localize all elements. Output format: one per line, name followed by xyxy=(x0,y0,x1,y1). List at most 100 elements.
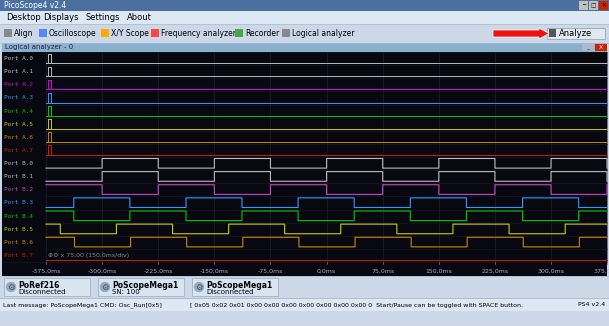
Bar xyxy=(2,183,45,196)
Text: _: _ xyxy=(586,45,590,50)
Text: Port B.2: Port B.2 xyxy=(4,187,33,192)
Bar xyxy=(151,29,159,37)
Text: PoRef216: PoRef216 xyxy=(18,280,59,289)
Text: 75,0ms: 75,0ms xyxy=(371,269,394,274)
Text: PoScopeMega1: PoScopeMega1 xyxy=(112,280,178,289)
Text: ⚙: ⚙ xyxy=(195,283,203,291)
Text: Settings: Settings xyxy=(85,13,119,22)
Text: Port B.0: Port B.0 xyxy=(4,161,33,166)
Text: [ 0x05 0x02 0x01 0x00 0x00 0x00 0x00 0x00 0x00 0x00 0  Start/Pause can be toggle: [ 0x05 0x02 0x01 0x00 0x00 0x00 0x00 0x0… xyxy=(190,303,523,307)
Text: -150,0ms: -150,0ms xyxy=(200,269,229,274)
Bar xyxy=(2,262,607,276)
Text: SN: 100: SN: 100 xyxy=(112,289,139,295)
Bar xyxy=(549,29,556,37)
Text: Frequency analyzer: Frequency analyzer xyxy=(161,29,236,38)
Bar xyxy=(2,43,607,52)
Bar xyxy=(0,24,609,43)
Bar xyxy=(235,29,243,37)
Bar xyxy=(2,131,45,144)
Bar xyxy=(2,52,45,65)
Bar xyxy=(2,210,45,223)
Text: Port A.0: Port A.0 xyxy=(4,56,33,61)
Bar xyxy=(4,278,90,296)
Text: 375,0ms: 375,0ms xyxy=(593,269,609,274)
Text: Displays: Displays xyxy=(43,13,79,22)
Text: Port A.3: Port A.3 xyxy=(4,96,33,100)
Text: Disconnected: Disconnected xyxy=(18,289,66,295)
Text: ⚙: ⚙ xyxy=(101,283,109,291)
Text: Port A.1: Port A.1 xyxy=(4,69,33,74)
Bar xyxy=(2,52,607,262)
Bar xyxy=(2,144,45,157)
Text: Port A.2: Port A.2 xyxy=(4,82,33,87)
Text: Port A.7: Port A.7 xyxy=(4,148,33,153)
Bar xyxy=(2,91,45,105)
Bar xyxy=(2,223,45,236)
Text: Align: Align xyxy=(14,29,33,38)
Text: 225,0ms: 225,0ms xyxy=(481,269,509,274)
Text: Port A.4: Port A.4 xyxy=(4,109,33,113)
Text: PoScopeMega1: PoScopeMega1 xyxy=(206,280,272,289)
Text: Port B.4: Port B.4 xyxy=(4,214,33,218)
Text: PicoScope4 v2.4: PicoScope4 v2.4 xyxy=(4,2,66,10)
Text: About: About xyxy=(127,13,152,22)
Text: Port B.5: Port B.5 xyxy=(4,227,33,232)
Text: Last message: PoScopeMega1 CMD: Osc_Run[0x5]: Last message: PoScopeMega1 CMD: Osc_Run[… xyxy=(3,302,162,308)
Text: Port B.7: Port B.7 xyxy=(4,253,33,258)
Text: PS4 v2.4: PS4 v2.4 xyxy=(578,303,605,307)
Text: 150,0ms: 150,0ms xyxy=(425,269,452,274)
Bar xyxy=(98,278,184,296)
Text: X: X xyxy=(599,45,603,50)
Text: 300,0ms: 300,0ms xyxy=(537,269,565,274)
Text: -225,0ms: -225,0ms xyxy=(144,269,173,274)
Bar xyxy=(595,44,607,51)
Text: Oscilloscope: Oscilloscope xyxy=(49,29,97,38)
Bar xyxy=(0,0,609,11)
Bar xyxy=(192,278,278,296)
Text: 0,0ms: 0,0ms xyxy=(317,269,336,274)
Bar xyxy=(2,170,45,183)
Text: □: □ xyxy=(591,3,596,8)
Bar xyxy=(2,118,45,131)
Text: Analyze: Analyze xyxy=(559,29,592,38)
Text: Desktop: Desktop xyxy=(6,13,41,22)
Text: Recorder: Recorder xyxy=(245,29,280,38)
Bar xyxy=(2,157,45,170)
Bar xyxy=(39,29,47,37)
Text: Logical analyzer: Logical analyzer xyxy=(292,29,354,38)
Text: Port B.3: Port B.3 xyxy=(4,200,33,205)
Bar xyxy=(2,236,45,249)
Text: Disconnected: Disconnected xyxy=(206,289,253,295)
Text: Port B.1: Port B.1 xyxy=(4,174,33,179)
Text: X/Y Scope: X/Y Scope xyxy=(111,29,149,38)
Text: ─: ─ xyxy=(582,3,585,8)
Bar xyxy=(589,1,598,10)
Bar xyxy=(579,1,588,10)
FancyArrow shape xyxy=(493,28,549,39)
Bar xyxy=(2,105,45,118)
Bar xyxy=(599,1,608,10)
Text: ⚙: ⚙ xyxy=(7,283,15,291)
Bar xyxy=(547,28,605,39)
Bar xyxy=(100,29,108,37)
Circle shape xyxy=(7,283,15,291)
Bar xyxy=(2,78,45,91)
Bar xyxy=(281,29,290,37)
Text: -300,0ms: -300,0ms xyxy=(88,269,117,274)
Text: Port B.6: Port B.6 xyxy=(4,240,33,245)
Bar xyxy=(0,298,609,311)
Text: Port A.6: Port A.6 xyxy=(4,135,33,140)
Bar xyxy=(4,29,12,37)
Text: -75,0ms: -75,0ms xyxy=(258,269,283,274)
Bar xyxy=(2,196,45,210)
Text: ✕: ✕ xyxy=(601,3,606,8)
Bar xyxy=(582,44,594,51)
Bar xyxy=(0,11,609,24)
Bar xyxy=(2,249,45,262)
Bar xyxy=(0,276,609,298)
Bar xyxy=(2,65,45,78)
Circle shape xyxy=(194,283,203,291)
Text: ⊕⊖ x 75,00 (150,0ms/div): ⊕⊖ x 75,00 (150,0ms/div) xyxy=(48,253,129,258)
Text: Logical analyzer - 0: Logical analyzer - 0 xyxy=(5,45,73,51)
Circle shape xyxy=(100,283,110,291)
